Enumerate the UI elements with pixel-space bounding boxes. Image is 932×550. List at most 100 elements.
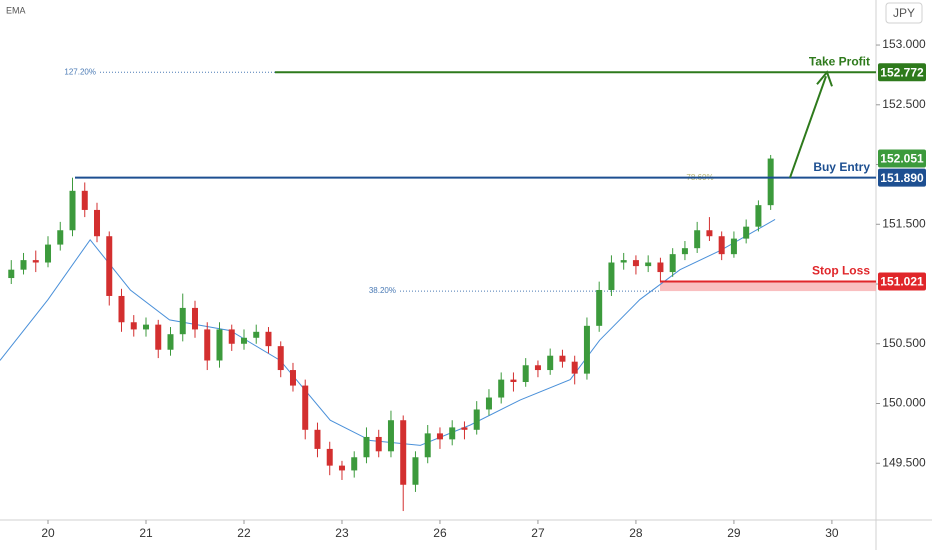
candle-body (461, 427, 468, 430)
candle-body (583, 325, 590, 374)
candle-body (143, 324, 149, 330)
level-name: Buy Entry (813, 160, 870, 174)
stop-loss-zone (660, 281, 876, 292)
candle-body (620, 260, 627, 263)
candle-body (167, 334, 174, 350)
candle-body (20, 260, 27, 270)
y-tick-label: 151.500 (882, 216, 926, 230)
candle-body (608, 262, 615, 290)
candle-body (669, 254, 676, 273)
y-tick-label: 152.500 (882, 97, 926, 111)
y-tick-label: 150.000 (882, 396, 926, 410)
y-tick-label: 150.500 (882, 336, 926, 350)
candle-body (681, 248, 688, 255)
candle-body (351, 457, 358, 471)
candle-body (216, 329, 223, 361)
candle-body (559, 355, 566, 362)
candle-body (755, 205, 762, 227)
arrow-shaft (789, 75, 827, 179)
candle-body (240, 337, 247, 344)
x-tick-label: 20 (41, 526, 55, 540)
level-name: Stop Loss (812, 264, 870, 278)
candle-body (81, 190, 88, 210)
candle-body (155, 324, 162, 350)
candle-body (449, 427, 456, 440)
candle-body (130, 322, 137, 330)
candle-body (302, 385, 309, 430)
candle-body (694, 230, 701, 249)
candle-body (596, 289, 603, 326)
fib-label: 38.20% (369, 286, 396, 295)
price-badge (878, 149, 926, 168)
price-badge (878, 272, 926, 291)
candle-body (424, 433, 431, 458)
x-tick-label: 28 (629, 526, 643, 540)
candle-body (338, 465, 345, 471)
candle-body (289, 370, 296, 386)
ema-line (0, 219, 776, 446)
candle-body (314, 429, 321, 449)
candle-body (657, 262, 664, 273)
price-badge-label: 152.051 (880, 152, 924, 166)
x-tick-label: 27 (531, 526, 545, 540)
candle-body (57, 230, 64, 245)
candle-body (473, 409, 480, 430)
candle-body (632, 260, 639, 267)
candle-body (645, 262, 652, 267)
candle-body (326, 448, 333, 466)
y-tick-label: 149.500 (882, 455, 926, 469)
candle-body (204, 329, 211, 361)
candle-body (436, 433, 443, 440)
candle-body (743, 226, 750, 239)
candle-body (69, 190, 76, 231)
candle-body (767, 158, 774, 206)
candle-body (45, 244, 52, 263)
candle-body (522, 365, 529, 382)
y-tick-label: 153.000 (882, 37, 926, 51)
candle-body (265, 331, 272, 347)
candle-body (534, 365, 541, 371)
currency-label: JPY (893, 6, 915, 20)
candle-body (363, 436, 370, 458)
candle-body (191, 307, 198, 330)
candle-body (510, 379, 517, 382)
candle-body (228, 329, 235, 344)
currency-box (885, 2, 923, 24)
candle-body (118, 295, 125, 323)
x-tick-label: 30 (825, 526, 839, 540)
candle-body (718, 236, 725, 255)
fib-label: 127.20% (64, 67, 96, 76)
candle-body (375, 436, 382, 452)
level-name: Take Profit (809, 54, 870, 68)
candle-body (94, 209, 101, 237)
candle-body (706, 230, 713, 237)
candle-body (730, 238, 737, 255)
x-tick-label: 29 (727, 526, 741, 540)
candle-body (32, 260, 39, 263)
candle-body (400, 420, 407, 485)
x-tick-label: 23 (335, 526, 349, 540)
x-tick-label: 22 (237, 526, 251, 540)
candle-body (106, 236, 113, 296)
candle-body (412, 457, 419, 485)
candle-body (547, 355, 554, 371)
price-badge-label: 151.021 (880, 275, 924, 289)
price-badge (878, 168, 926, 187)
candle-body (253, 331, 260, 338)
x-tick-label: 21 (139, 526, 153, 540)
price-badge (878, 63, 926, 82)
candle-body (277, 346, 284, 371)
candle-body (8, 269, 15, 279)
candle-body (387, 420, 394, 452)
x-tick-label: 26 (433, 526, 447, 540)
indicator-label: EMA (6, 5, 26, 15)
price-badge-label: 152.772 (880, 65, 924, 79)
candle-body (179, 307, 186, 335)
arrow-head (816, 70, 833, 87)
candle-body (485, 397, 492, 410)
price-badge-label: 151.890 (880, 171, 924, 185)
candle-body (498, 379, 505, 398)
